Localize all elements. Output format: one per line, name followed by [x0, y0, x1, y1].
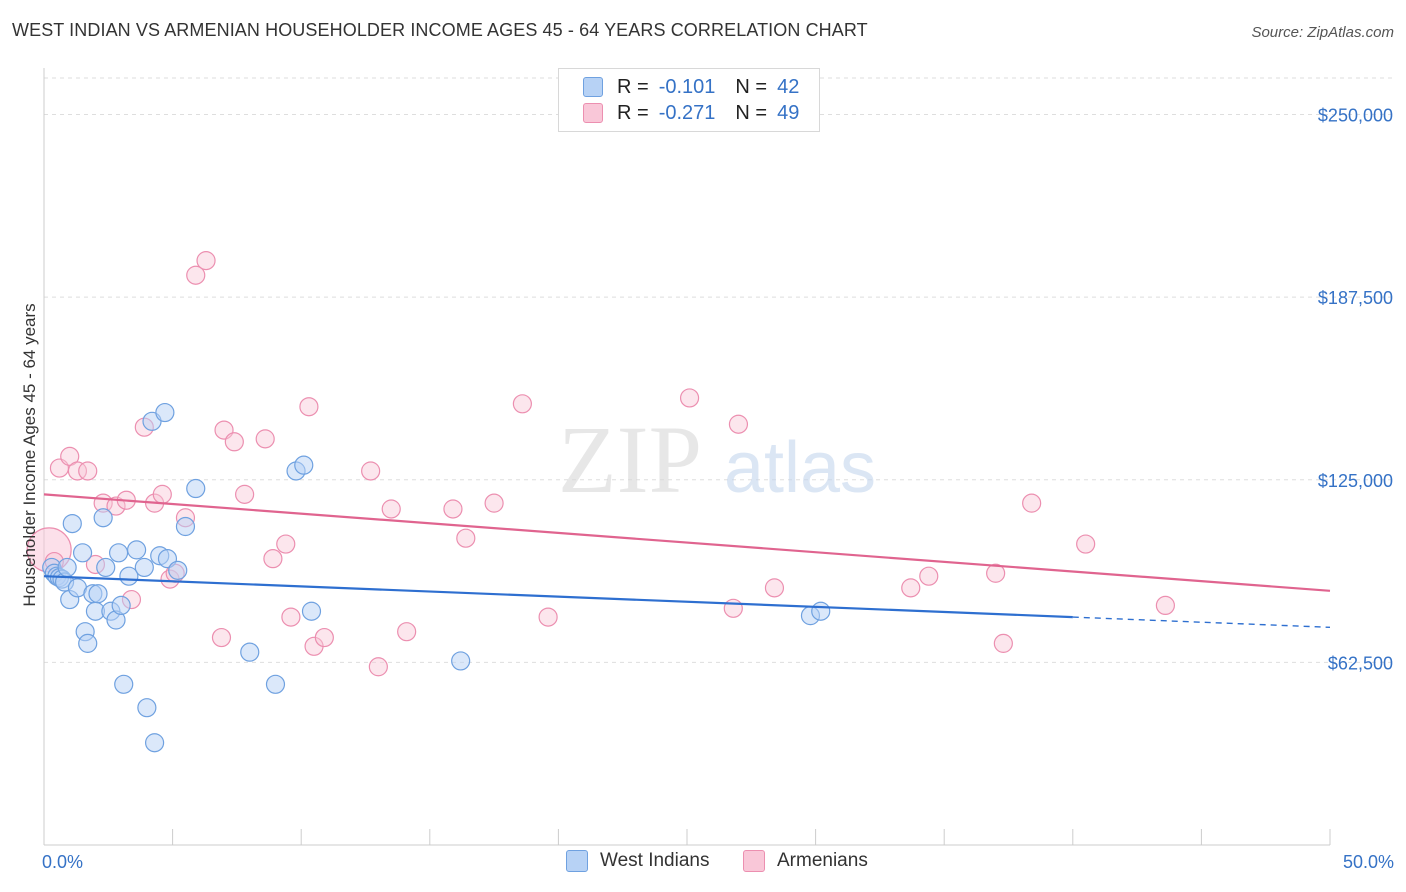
west-indians-point	[114, 674, 134, 694]
west-indians-point	[265, 674, 286, 694]
watermark-atlas: atlas	[724, 428, 876, 508]
armenians-point	[1022, 493, 1042, 513]
watermark-zip: ZIP	[558, 406, 702, 513]
west-indians-point	[108, 543, 129, 563]
armenians-point	[484, 493, 504, 513]
armenians-point	[211, 627, 232, 648]
y-tick-label: $62,500	[1328, 653, 1393, 673]
watermark: ZIP atlas	[558, 406, 876, 513]
armenians-swatch	[583, 103, 603, 123]
west-indians-point	[126, 540, 147, 560]
armenians-point	[901, 578, 921, 598]
armenians-point	[186, 265, 206, 285]
armenians-point	[368, 657, 388, 677]
legend-item-west-indians[interactable]: West Indians	[566, 850, 709, 872]
armenians-point	[281, 607, 301, 627]
armenians-point	[443, 499, 463, 519]
armenians-point	[263, 549, 283, 569]
armenians-point	[67, 461, 88, 481]
armenians-point	[361, 461, 381, 481]
west-indians-point	[72, 543, 93, 563]
armenians-point	[456, 528, 476, 548]
x-tick-label-min: 0.0%	[42, 852, 84, 872]
armenians-point	[986, 563, 1006, 583]
legend-label-west-indians: West Indians	[600, 850, 710, 871]
armenians-point	[152, 484, 172, 504]
stats-row-west-indians: R = -0.101 N = 42	[583, 75, 799, 99]
y-axis-label: Householder Income Ages 45 - 64 years	[20, 303, 39, 607]
west-indians-point	[144, 733, 165, 753]
west-indians-trend-line	[43, 575, 1073, 619]
stats-row-armenians: R = -0.271 N = 49	[583, 101, 799, 125]
armenians-point	[314, 627, 334, 648]
west-indians-trend-extension	[1072, 616, 1331, 629]
armenians-point	[235, 484, 255, 504]
armenians-legend-swatch	[743, 850, 765, 872]
west-indians-point	[134, 557, 154, 578]
west-indians-point	[451, 651, 471, 671]
armenians-point	[1155, 595, 1175, 616]
armenians-point	[993, 633, 1013, 653]
west-indians-point	[62, 513, 82, 534]
n-label: N =	[735, 75, 768, 98]
legend-label-armenians: Armenians	[777, 850, 868, 871]
grid-lines	[44, 77, 1394, 663]
chart-source: Source: ZipAtlas.com	[1251, 24, 1394, 41]
series-legend: West Indians Armenians	[0, 850, 1406, 878]
west-indians-point	[155, 402, 175, 423]
west-indians-point	[186, 478, 206, 499]
r-label: R =	[617, 75, 649, 98]
armenians-point	[397, 622, 417, 642]
armenians-point	[255, 429, 275, 449]
west-indians-point	[240, 642, 260, 662]
armenians-point	[723, 598, 743, 618]
chart-title: WEST INDIAN VS ARMENIAN HOUSEHOLDER INCO…	[12, 20, 868, 40]
n-label: N =	[735, 101, 768, 124]
y-tick-label: $250,000	[1318, 106, 1393, 126]
r-label: R =	[617, 101, 649, 124]
armenians-point	[1076, 534, 1096, 554]
west-indians-point	[175, 516, 196, 537]
trend-lines	[43, 493, 1331, 629]
west-indians-point	[294, 455, 314, 475]
armenians-trend-line	[43, 493, 1331, 592]
armenians-point	[224, 432, 244, 452]
armenians-point	[764, 578, 785, 598]
west-indians-point	[96, 557, 116, 578]
armenians-point	[512, 394, 532, 414]
r-value: -0.101	[658, 75, 716, 98]
armenians-point	[538, 607, 558, 627]
n-value: 42	[777, 75, 800, 98]
y-tick-label: $187,500	[1318, 288, 1393, 308]
y-tick-label: $125,000	[1318, 471, 1393, 491]
legend-item-armenians[interactable]: Armenians	[743, 850, 868, 872]
armenians-point	[276, 534, 296, 554]
armenians-point	[679, 388, 700, 408]
armenians-point	[919, 566, 939, 586]
west-indians-point	[137, 698, 157, 718]
armenians-point	[728, 414, 749, 434]
x-tick-label-max: 50.0%	[1342, 852, 1394, 872]
west-indians-point	[111, 595, 131, 616]
west-indians-point	[88, 584, 108, 604]
armenians-point	[196, 251, 216, 271]
stats-legend: R = -0.101 N = 42 R = -0.271 N = 49	[558, 68, 820, 132]
x-axis	[43, 68, 1331, 846]
r-value: -0.271	[658, 101, 716, 124]
armenians-point	[299, 397, 319, 417]
west-indians-point	[93, 508, 113, 528]
west-indians-point	[78, 633, 98, 653]
west-indians-point	[57, 557, 77, 578]
armenians-point	[106, 496, 126, 516]
west-indians-point	[168, 560, 188, 580]
armenians-point	[381, 499, 401, 519]
west-indians-swatch	[583, 77, 603, 97]
y-tick-labels: $62,500 $125,000 $187,500 $250,000	[1318, 106, 1393, 674]
west-indians-point	[301, 601, 322, 621]
west-indians-point	[811, 601, 831, 621]
n-value: 49	[777, 101, 800, 124]
west-indians-legend-swatch	[566, 850, 588, 872]
armenians-point	[78, 461, 98, 481]
